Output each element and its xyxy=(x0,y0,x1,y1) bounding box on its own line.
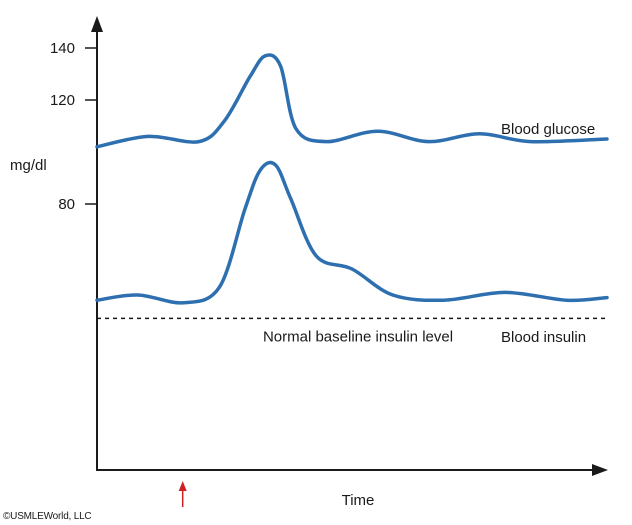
x-axis-label: Time xyxy=(342,492,375,509)
series-line-insulin xyxy=(95,160,609,305)
series-label-insulin: Blood insulin xyxy=(501,329,586,346)
series-group xyxy=(95,53,609,305)
copyright: ©USMLEWorld, LLC xyxy=(3,511,91,522)
y-tick-label-80: 80 xyxy=(58,196,75,213)
y-axis-arrow xyxy=(91,16,103,32)
y-axis-label: mg/dl xyxy=(10,157,47,174)
axes xyxy=(91,16,608,476)
y-ticks: 140 120 80 xyxy=(50,40,97,213)
series-label-glucose: Blood glucose xyxy=(501,121,595,138)
marker-head xyxy=(178,481,187,491)
x-axis-arrow xyxy=(592,464,608,476)
y-tick-label-140: 140 xyxy=(50,40,75,57)
series-line-glucose xyxy=(95,53,609,149)
baseline-label: Normal baseline insulin level xyxy=(263,328,453,345)
y-tick-label-120: 120 xyxy=(50,92,75,109)
event-marker-arrow-icon xyxy=(178,481,187,507)
